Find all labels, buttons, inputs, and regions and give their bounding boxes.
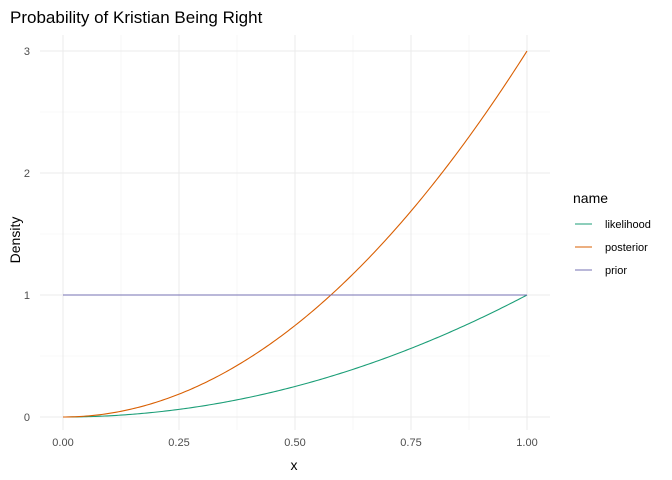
legend: name likelihood posterior prior	[573, 190, 651, 277]
legend-label-prior: prior	[605, 265, 627, 277]
legend-label-likelihood: likelihood	[605, 219, 651, 231]
x-tick-label: 0.25	[168, 437, 189, 449]
x-axis-title: x	[291, 457, 298, 473]
y-tick-label: 3	[24, 46, 30, 58]
major-gridlines	[40, 35, 550, 430]
x-tick-label: 1.00	[516, 437, 537, 449]
y-tick-label: 0	[24, 412, 30, 424]
chart-title: Probability of Kristian Being Right	[10, 8, 263, 27]
series-line-posterior	[62, 50, 528, 418]
series-line-likelihood	[63, 294, 528, 418]
y-axis-ticks: 0 1 2 3	[24, 46, 30, 424]
y-tick-label: 1	[24, 290, 30, 302]
legend-label-posterior: posterior	[605, 242, 648, 254]
x-tick-label: 0.75	[400, 437, 421, 449]
y-axis-title: Density	[7, 217, 23, 264]
series-lines	[62, 50, 528, 418]
x-axis-ticks: 0.00 0.25 0.50 0.75 1.00	[52, 437, 537, 449]
x-tick-label: 0.50	[284, 437, 305, 449]
x-tick-label: 0.00	[52, 437, 73, 449]
y-tick-label: 2	[24, 168, 30, 180]
legend-title: name	[573, 190, 608, 206]
